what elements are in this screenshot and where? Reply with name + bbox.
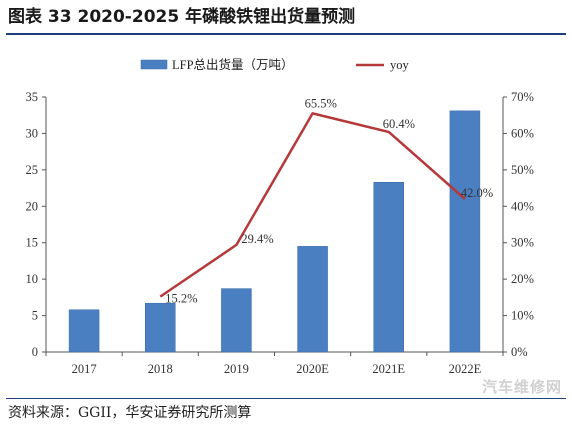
x-tick-label: 2022E <box>449 362 482 376</box>
x-tick-label: 2020E <box>296 362 329 376</box>
bars <box>68 110 481 353</box>
bar-2022E <box>449 110 481 353</box>
x-tick-label: 2019 <box>224 362 249 376</box>
y-tick-label-right: 50% <box>511 163 534 177</box>
bar-2019 <box>221 288 252 353</box>
bar-2020E <box>297 246 328 353</box>
source-rule <box>6 398 566 399</box>
legend-bar-swatch <box>140 59 168 70</box>
yoy-line-group <box>159 112 466 298</box>
y-tick-label-left: 35 <box>26 90 39 104</box>
axes: 0 5 10 15 20 25 30 35 0% 10% 20% 30% 40% 50% 60% 70% 201… <box>26 90 534 376</box>
y-tick-label-left: 15 <box>26 236 39 250</box>
x-tick-label: 2021E <box>372 362 405 376</box>
yoy-label-2021E: 60.4% <box>383 117 415 131</box>
data-labels: 15.2% 29.4% 65.5% 60.4% 42.0% <box>165 96 493 305</box>
yoy-line <box>159 112 466 298</box>
bar-2017 <box>68 309 100 353</box>
source-note: 资料来源：GGII，华安证券研究所测算 <box>8 405 252 421</box>
bar-2021E <box>373 181 404 353</box>
y-tick-label-right: 20% <box>511 272 534 286</box>
yoy-label-2019: 29.4% <box>241 232 273 246</box>
x-tick-label: 2017 <box>72 362 97 376</box>
chart-title: 图表 33 2020-2025 年磷酸铁锂出货量预测 <box>8 7 356 27</box>
title-rule <box>6 33 566 35</box>
legend: LFP总出货量（万吨） yoy <box>140 57 410 72</box>
yoy-label-2022E: 42.0% <box>461 186 493 200</box>
y-tick-label-right: 0% <box>511 345 528 359</box>
y-tick-label-left: 0 <box>32 345 38 359</box>
watermark: 汽车维修网 <box>481 378 562 396</box>
y-tick-label-right: 70% <box>511 90 534 104</box>
legend-bar-label: LFP总出货量（万吨） <box>172 57 294 72</box>
y-tick-label-right: 30% <box>511 236 534 250</box>
y-tick-label-right: 10% <box>511 309 534 323</box>
y-tick-label-left: 5 <box>32 309 38 323</box>
y-tick-label-right: 60% <box>511 126 534 140</box>
y-tick-label-right: 40% <box>511 199 534 213</box>
y-tick-label-left: 10 <box>26 272 39 286</box>
yoy-label-2020E: 65.5% <box>305 96 337 110</box>
bar-2018 <box>145 302 176 353</box>
legend-line-label: yoy <box>390 58 410 72</box>
y-tick-label-left: 25 <box>26 163 39 177</box>
yoy-label-2018: 15.2% <box>165 292 197 306</box>
y-tick-label-left: 20 <box>26 199 39 213</box>
y-tick-label-left: 30 <box>26 126 39 140</box>
x-tick-label: 2018 <box>148 362 173 376</box>
